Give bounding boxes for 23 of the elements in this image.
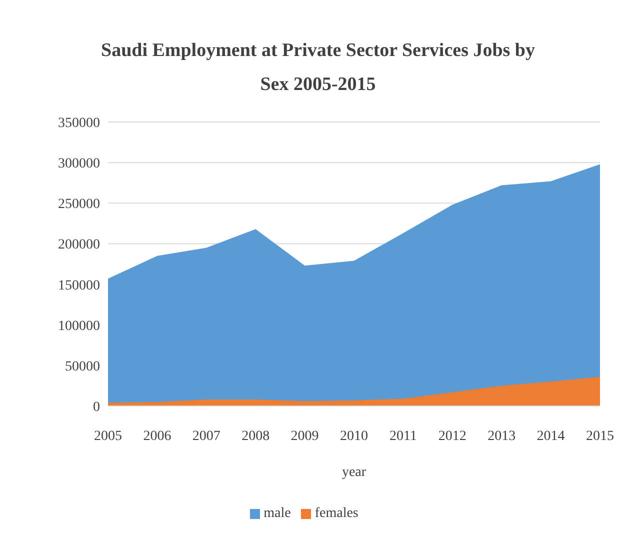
x-tick-label: 2008 (242, 428, 270, 444)
y-tick-label: 250000 (58, 197, 100, 212)
y-tick-label: 350000 (58, 116, 100, 131)
x-tick-label: 2013 (488, 428, 516, 444)
x-tick-label: 2009 (290, 428, 319, 444)
y-tick-label: 300000 (58, 156, 100, 172)
x-tick-label: 2007 (192, 428, 220, 444)
x-axis-title: year (342, 465, 366, 480)
x-tick-label: 2012 (438, 428, 466, 444)
x-tick-label: 2015 (586, 428, 614, 444)
x-tick-label: 2011 (389, 428, 417, 444)
y-tick-label: 200000 (58, 238, 100, 253)
legend-label: females (314, 506, 358, 521)
y-tick-label: 0 (93, 400, 100, 415)
y-tick-label: 150000 (58, 278, 100, 294)
x-tick-label: 2014 (536, 428, 565, 444)
x-tick-label: 2005 (94, 428, 122, 444)
x-tick-label: 2006 (143, 428, 172, 444)
y-tick-label: 100000 (58, 318, 100, 334)
x-tick-label: 2010 (340, 428, 368, 444)
y-tick-label: 50000 (65, 359, 100, 374)
chart-title: Saudi Employment at Private Sector Services Jobs by Sex 2005-2015 (100, 39, 536, 97)
legend-label: male (264, 506, 291, 521)
